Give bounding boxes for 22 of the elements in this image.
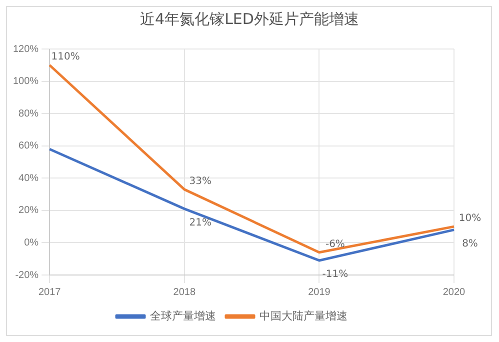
y-tick-label: 100%: [13, 76, 39, 88]
y-tick-label: 20%: [18, 205, 39, 216]
data-label: 8%: [462, 238, 478, 250]
x-tick-label: 2017: [38, 286, 62, 298]
legend-label: 全球产量增速: [150, 310, 216, 323]
y-tick-label: 60%: [18, 140, 39, 152]
y-tick-label: 40%: [18, 172, 39, 184]
y-tick-label: -20%: [15, 270, 39, 281]
chart-title: 近4年氮化镓LED外延片产能增速: [139, 10, 360, 29]
data-label: 110%: [51, 52, 80, 63]
data-label: -6%: [325, 238, 345, 250]
legend-label: 中国大陆产量增速: [260, 310, 348, 323]
y-tick-label: 80%: [18, 108, 39, 120]
x-tick-label: 2019: [308, 286, 331, 298]
data-label: 21%: [189, 217, 212, 228]
data-label: 33%: [189, 176, 212, 188]
data-label: -11%: [322, 269, 348, 280]
y-tick-label: 0%: [24, 237, 39, 248]
x-tick-label: 2018: [173, 286, 196, 298]
data-label: 10%: [458, 213, 482, 224]
x-tick-label: 2020: [442, 286, 466, 298]
y-tick-label: 120%: [13, 44, 39, 55]
